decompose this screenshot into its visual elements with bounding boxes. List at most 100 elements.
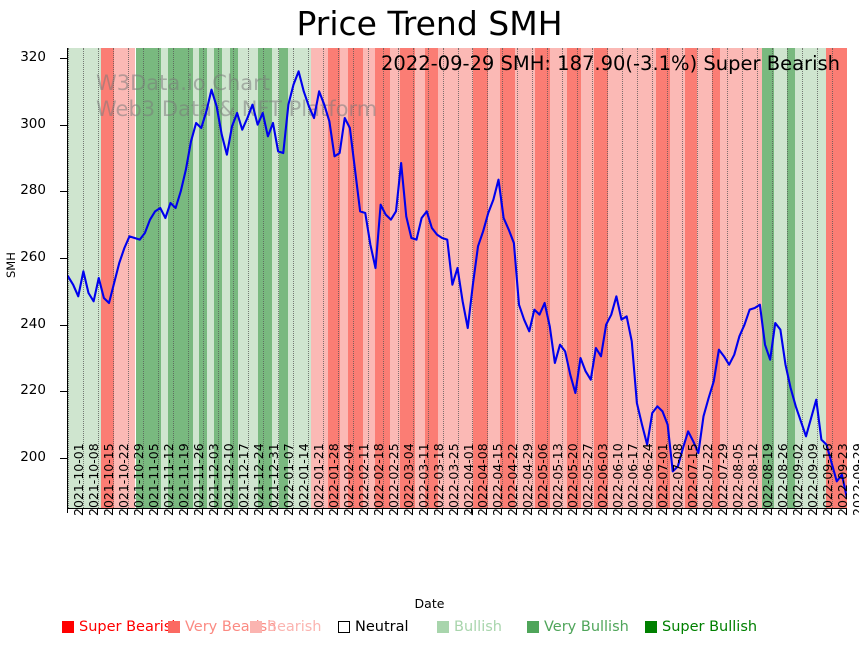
- x-tick-mark: [96, 508, 98, 513]
- x-tick-label: 2022-02-11: [355, 443, 371, 516]
- x-tick-label: 2021-10-01: [71, 443, 86, 516]
- x-tick-label: 2021-11-05: [145, 443, 161, 516]
- x-tick-label: 2022-06-24: [640, 443, 656, 516]
- y-tick-mark: [60, 324, 67, 326]
- legend-label: Super Bullish: [662, 619, 758, 635]
- legend-item[interactable]: Super Bearish: [62, 618, 181, 636]
- x-tick-mark: [696, 508, 698, 513]
- x-tick-mark: [411, 508, 413, 513]
- x-tick-label: 2022-01-07: [280, 443, 296, 516]
- x-tick-label: 2022-05-27: [580, 443, 596, 516]
- x-tick-label: 2022-09-16: [820, 443, 836, 516]
- x-tick-mark: [666, 508, 668, 513]
- legend-swatch-icon: [338, 621, 350, 633]
- x-tick-label: 2021-10-22: [115, 443, 131, 516]
- x-tick-mark: [261, 508, 263, 513]
- x-tick-label: 2022-06-17: [625, 443, 641, 516]
- watermark: W3Data.io Chart Web3 Data & NFT Platform: [68, 48, 847, 508]
- x-tick-mark: [516, 508, 518, 513]
- x-tick-label: 2021-10-08: [85, 443, 101, 516]
- x-tick-mark: [366, 508, 368, 513]
- x-tick-label: 2022-03-25: [445, 443, 461, 516]
- x-tick-label: 2021-10-15: [100, 443, 116, 516]
- legend-item[interactable]: Neutral: [338, 618, 409, 636]
- legend-label: Neutral: [355, 619, 409, 635]
- x-tick-mark: [621, 508, 623, 513]
- legend-item[interactable]: Bullish: [437, 618, 502, 636]
- x-tick-label: 2022-07-01: [655, 443, 671, 516]
- legend-item[interactable]: Bearish: [250, 618, 322, 636]
- x-tick-label: 2021-12-10: [220, 443, 236, 516]
- x-tick-label: 2021-12-17: [235, 443, 251, 516]
- x-tick-mark: [681, 508, 683, 513]
- x-tick-mark: [786, 508, 788, 513]
- x-tick-label: 2022-05-13: [550, 443, 566, 516]
- x-tick-label: 2022-02-25: [385, 443, 401, 516]
- x-tick-label: 2021-11-19: [175, 443, 191, 516]
- x-tick-mark: [186, 508, 188, 513]
- x-tick-label: 2022-02-04: [340, 443, 356, 516]
- y-tick-label: 260: [20, 249, 46, 265]
- legend-item[interactable]: Very Bullish: [527, 618, 629, 636]
- x-tick-label: 2021-12-24: [250, 443, 266, 516]
- x-tick-mark: [141, 508, 143, 513]
- x-tick-label: 2022-08-26: [775, 443, 791, 516]
- x-tick-label: 2022-04-08: [475, 443, 491, 516]
- x-tick-mark: [126, 508, 128, 513]
- legend-label: Bearish: [267, 619, 322, 635]
- x-tick-label: 2022-02-18: [370, 443, 386, 516]
- legend-item[interactable]: Super Bullish: [645, 618, 757, 636]
- y-tick-label: 280: [20, 182, 46, 199]
- watermark-line-2: Web3 Data & NFT Platform: [96, 97, 378, 121]
- last-value-annotation: 2022-09-29 SMH: 187.90(-3.1%) Super Bear…: [381, 52, 840, 75]
- x-tick-mark: [741, 508, 743, 513]
- x-tick-label: 2022-01-28: [325, 443, 341, 516]
- x-tick-mark: [306, 508, 308, 513]
- x-tick-mark: [591, 508, 593, 513]
- y-tick-label: 320: [20, 49, 46, 65]
- y-tick-label: 220: [20, 382, 46, 399]
- x-tick-mark: [231, 508, 233, 513]
- y-tick-label: 300: [20, 115, 46, 132]
- x-tick-mark: [216, 508, 218, 513]
- x-tick-label: 2022-08-12: [745, 443, 761, 516]
- x-tick-label: 2021-11-12: [160, 443, 176, 516]
- x-tick-label: 2022-07-08: [670, 443, 686, 516]
- legend-label: Very Bullish: [544, 619, 629, 635]
- x-tick-mark: [246, 508, 248, 513]
- x-tick-mark: [336, 508, 338, 513]
- x-tick-label: 2022-04-22: [505, 443, 521, 516]
- x-tick-mark: [816, 508, 818, 513]
- y-tick-label: 240: [20, 315, 46, 332]
- x-tick-label: 2022-03-18: [430, 443, 446, 516]
- legend: Super Bearish Very Bearish Bearish Neutral B…: [0, 618, 859, 642]
- page-title: Price Trend SMH: [296, 4, 563, 43]
- y-tick-mark: [60, 258, 67, 259]
- y-tick-mark: [60, 58, 67, 59]
- x-tick-mark: [276, 508, 278, 513]
- x-tick-label: 2022-04-01: [460, 443, 476, 516]
- x-tick-label: 2022-08-19: [760, 443, 776, 516]
- x-tick-label: 2022-07-29: [715, 443, 731, 516]
- x-tick-mark: [711, 508, 713, 513]
- legend-swatch-icon: [62, 621, 74, 633]
- y-tick-mark: [60, 391, 67, 393]
- x-tick-mark: [351, 508, 353, 513]
- y-tick-mark: [60, 191, 67, 193]
- x-tick-mark: [801, 508, 803, 513]
- x-tick-label: 2022-09-23: [835, 443, 851, 516]
- plot-area: W3Data.io Chart Web3 Data & NFT Platform: [67, 48, 847, 509]
- x-tick-mark: [771, 508, 773, 513]
- x-tick-mark: [67, 508, 68, 513]
- x-tick-mark: [426, 508, 428, 513]
- x-tick-mark: [636, 508, 638, 513]
- x-tick-mark: [156, 508, 158, 513]
- x-tick-mark: [81, 508, 83, 513]
- x-tick-mark: [561, 508, 563, 513]
- x-tick-label: 2022-04-15: [490, 443, 506, 516]
- legend-swatch-icon: [168, 621, 180, 633]
- x-tick-label: 2021-12-31: [265, 443, 281, 516]
- x-tick-mark: [441, 508, 443, 513]
- x-tick-mark: [501, 508, 503, 513]
- x-tick-label: 2022-01-21: [310, 443, 326, 516]
